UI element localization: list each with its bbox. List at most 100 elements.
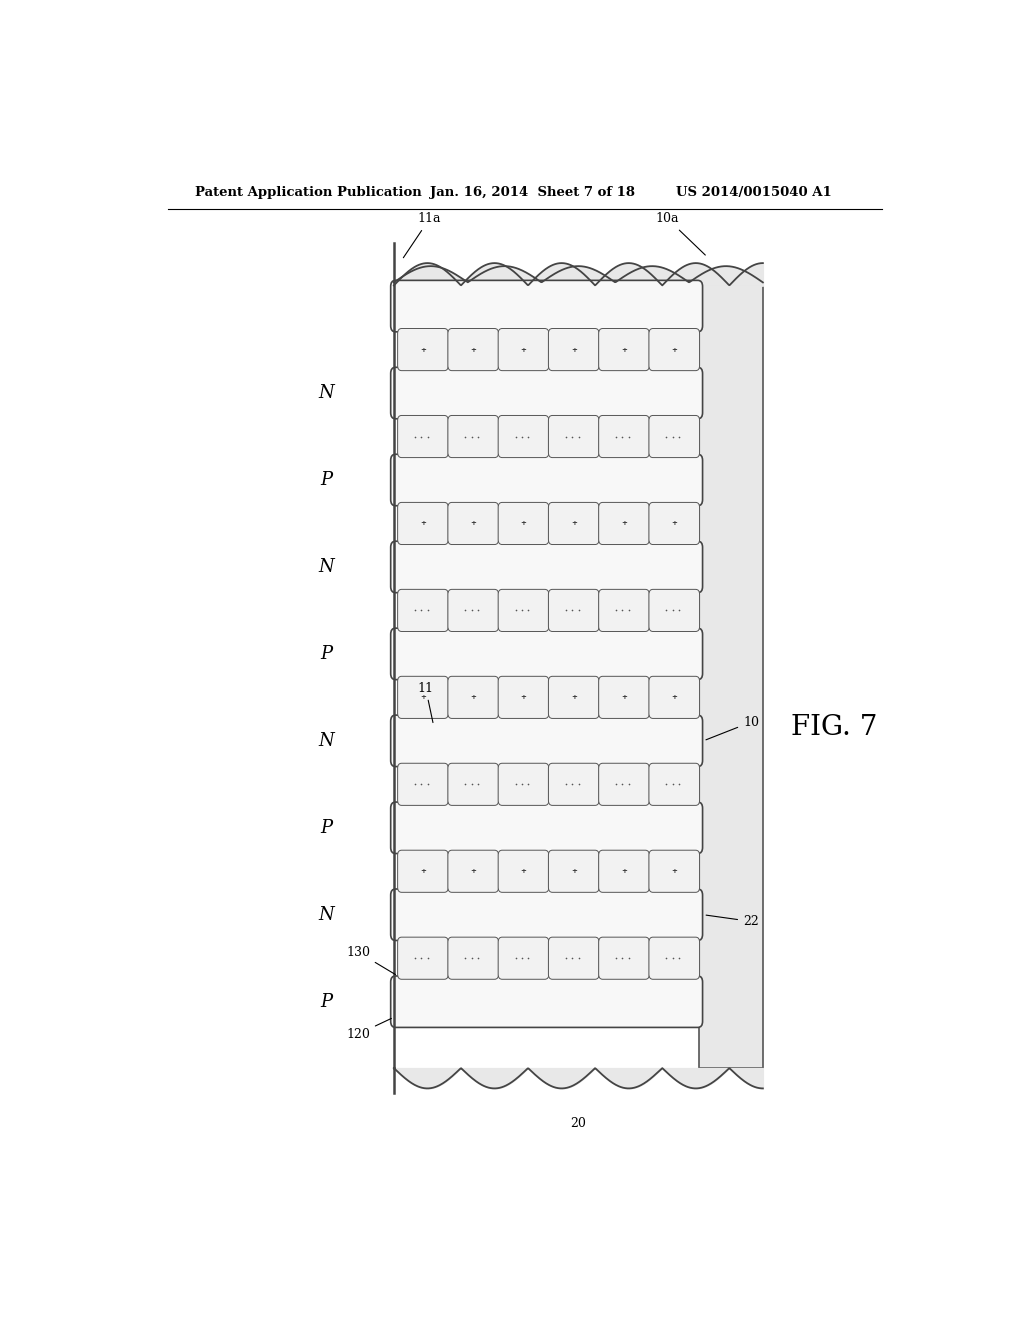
FancyBboxPatch shape (447, 416, 499, 458)
FancyBboxPatch shape (649, 676, 699, 718)
FancyBboxPatch shape (549, 503, 599, 545)
FancyBboxPatch shape (649, 416, 699, 458)
FancyBboxPatch shape (447, 589, 499, 631)
FancyBboxPatch shape (599, 416, 649, 458)
FancyBboxPatch shape (498, 676, 549, 718)
Text: +: + (470, 520, 476, 527)
Text: Jan. 16, 2014  Sheet 7 of 18: Jan. 16, 2014 Sheet 7 of 18 (430, 186, 635, 199)
FancyBboxPatch shape (599, 937, 649, 979)
Text: +: + (470, 347, 476, 352)
Text: +: + (520, 869, 526, 874)
Text: 20: 20 (570, 1117, 587, 1130)
FancyBboxPatch shape (599, 329, 649, 371)
FancyBboxPatch shape (397, 329, 449, 371)
FancyBboxPatch shape (649, 937, 699, 979)
FancyBboxPatch shape (649, 329, 699, 371)
FancyBboxPatch shape (391, 367, 702, 418)
Text: +: + (520, 520, 526, 527)
Text: N: N (318, 558, 334, 576)
FancyBboxPatch shape (549, 676, 599, 718)
Text: 10a: 10a (656, 213, 706, 255)
FancyBboxPatch shape (391, 888, 702, 940)
FancyBboxPatch shape (498, 589, 549, 631)
Text: +: + (570, 869, 577, 874)
Text: +: + (520, 347, 526, 352)
FancyBboxPatch shape (391, 803, 702, 854)
FancyBboxPatch shape (599, 850, 649, 892)
FancyBboxPatch shape (498, 416, 549, 458)
FancyBboxPatch shape (549, 937, 599, 979)
FancyBboxPatch shape (649, 589, 699, 631)
Text: +: + (622, 347, 627, 352)
FancyBboxPatch shape (549, 850, 599, 892)
Text: +: + (570, 520, 577, 527)
FancyBboxPatch shape (649, 763, 699, 805)
FancyBboxPatch shape (391, 715, 702, 767)
Text: FIG. 7: FIG. 7 (791, 714, 878, 741)
Text: US 2014/0015040 A1: US 2014/0015040 A1 (676, 186, 831, 199)
FancyBboxPatch shape (397, 589, 449, 631)
FancyBboxPatch shape (498, 850, 549, 892)
FancyBboxPatch shape (599, 503, 649, 545)
Text: 22: 22 (707, 915, 759, 928)
FancyBboxPatch shape (549, 416, 599, 458)
Text: N: N (318, 384, 334, 403)
Text: +: + (622, 869, 627, 874)
Text: +: + (570, 347, 577, 352)
FancyBboxPatch shape (391, 541, 702, 593)
Text: P: P (321, 471, 333, 488)
FancyBboxPatch shape (599, 589, 649, 631)
Text: +: + (520, 694, 526, 701)
Text: P: P (321, 993, 333, 1011)
Bar (699, 285, 763, 1068)
Text: N: N (318, 906, 334, 924)
Text: Patent Application Publication: Patent Application Publication (196, 186, 422, 199)
FancyBboxPatch shape (447, 329, 499, 371)
FancyBboxPatch shape (397, 937, 449, 979)
Text: +: + (672, 520, 677, 527)
Text: +: + (470, 869, 476, 874)
FancyBboxPatch shape (447, 503, 499, 545)
Text: 120: 120 (346, 1019, 391, 1040)
FancyBboxPatch shape (447, 763, 499, 805)
FancyBboxPatch shape (391, 628, 702, 680)
FancyBboxPatch shape (549, 589, 599, 631)
FancyBboxPatch shape (391, 280, 702, 331)
FancyBboxPatch shape (447, 676, 499, 718)
Text: 11a: 11a (403, 213, 441, 257)
FancyBboxPatch shape (447, 937, 499, 979)
Text: 130: 130 (346, 945, 395, 974)
FancyBboxPatch shape (498, 329, 549, 371)
FancyBboxPatch shape (549, 763, 599, 805)
FancyBboxPatch shape (391, 975, 702, 1027)
Text: +: + (672, 869, 677, 874)
FancyBboxPatch shape (397, 503, 449, 545)
FancyBboxPatch shape (397, 850, 449, 892)
FancyBboxPatch shape (391, 454, 702, 506)
FancyBboxPatch shape (599, 763, 649, 805)
FancyBboxPatch shape (599, 676, 649, 718)
Text: +: + (420, 869, 426, 874)
FancyBboxPatch shape (447, 850, 499, 892)
Text: +: + (622, 694, 627, 701)
FancyBboxPatch shape (397, 763, 449, 805)
Text: +: + (672, 694, 677, 701)
FancyBboxPatch shape (397, 676, 449, 718)
Text: 10: 10 (706, 715, 759, 739)
Text: +: + (570, 694, 577, 701)
FancyBboxPatch shape (498, 937, 549, 979)
FancyBboxPatch shape (498, 763, 549, 805)
Text: +: + (672, 347, 677, 352)
Text: +: + (420, 347, 426, 352)
Text: +: + (470, 694, 476, 701)
Text: P: P (321, 645, 333, 663)
Text: 11: 11 (418, 681, 434, 722)
FancyBboxPatch shape (549, 329, 599, 371)
Text: N: N (318, 731, 334, 750)
FancyBboxPatch shape (649, 850, 699, 892)
Text: +: + (420, 520, 426, 527)
Text: +: + (420, 694, 426, 701)
FancyBboxPatch shape (397, 416, 449, 458)
Text: P: P (321, 818, 333, 837)
Text: +: + (622, 520, 627, 527)
